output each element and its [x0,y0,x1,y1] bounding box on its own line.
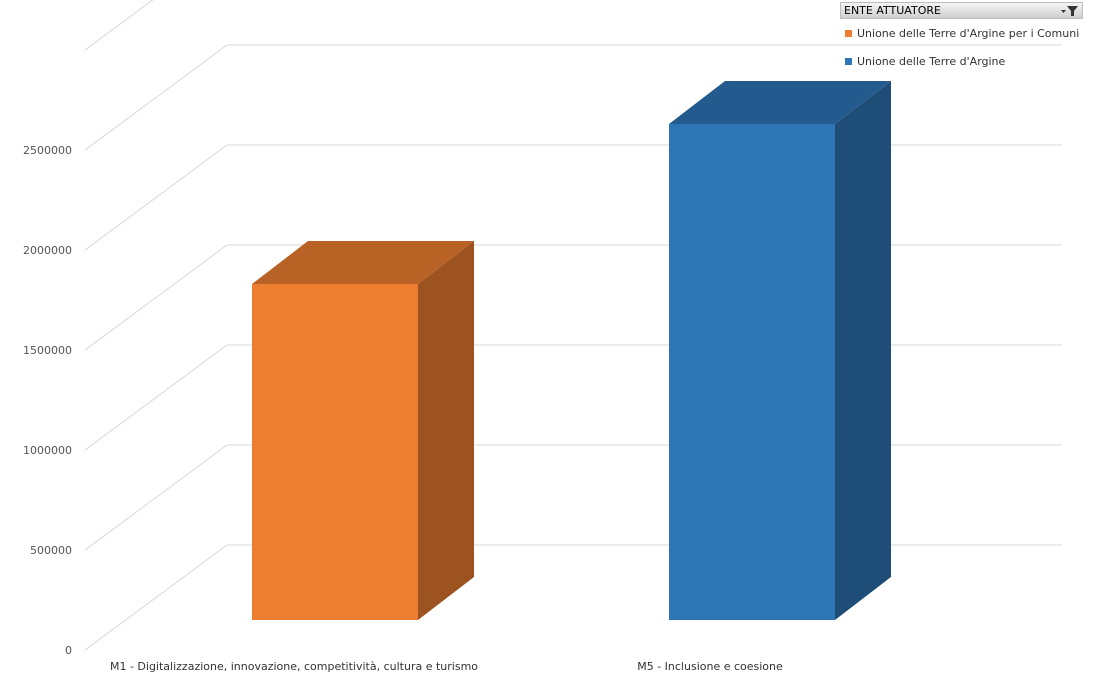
legend-item[interactable]: Unione delle Terre d'Argine [845,54,1079,69]
legend-label: Unione delle Terre d'Argine [857,55,1006,68]
bars [252,81,891,620]
legend-swatch [845,30,852,37]
x-category-label: M5 - Inclusione e coesione [637,660,783,673]
y-tick-label: 2500000 [23,144,72,157]
y-axis-ticks: 0 500000 1000000 1500000 2000000 2500000 [23,144,72,657]
gridline [84,444,1062,551]
bar[interactable] [669,81,891,620]
legend: Unione delle Terre d'Argine per i Comuni… [845,26,1079,82]
x-category-label: M1 - Digitalizzazione, innovazione, comp… [110,660,478,673]
legend-title: ENTE ATTUATORE [844,4,941,17]
y-tick-label: 0 [65,644,72,657]
bar-front [669,124,835,620]
bar-side [835,81,891,620]
legend-label: Unione delle Terre d'Argine per i Comuni [857,27,1080,40]
y-tick-label: 1500000 [23,344,72,357]
gridline [84,144,1062,251]
gridline [84,344,1062,451]
bar-side [418,241,474,620]
bar-front [252,284,418,620]
gridlines [84,0,1062,651]
y-tick-label: 500000 [30,544,72,557]
gridline [84,544,1062,651]
legend-item[interactable]: Unione delle Terre d'Argine per i Comuni [845,26,1079,41]
gridline [84,244,1062,351]
bar-top [669,81,891,124]
y-tick-label: 1000000 [23,444,72,457]
filter-dropdown-icon[interactable] [1058,3,1080,18]
legend-header: ENTE ATTUATORE [840,2,1083,19]
x-axis-categories: M1 - Digitalizzazione, innovazione, comp… [110,660,783,673]
y-tick-label: 2000000 [23,244,72,257]
bar-top [252,241,474,284]
legend-swatch [845,58,852,65]
gridline [84,0,154,51]
gridline [84,44,1062,151]
bar[interactable] [252,241,474,620]
